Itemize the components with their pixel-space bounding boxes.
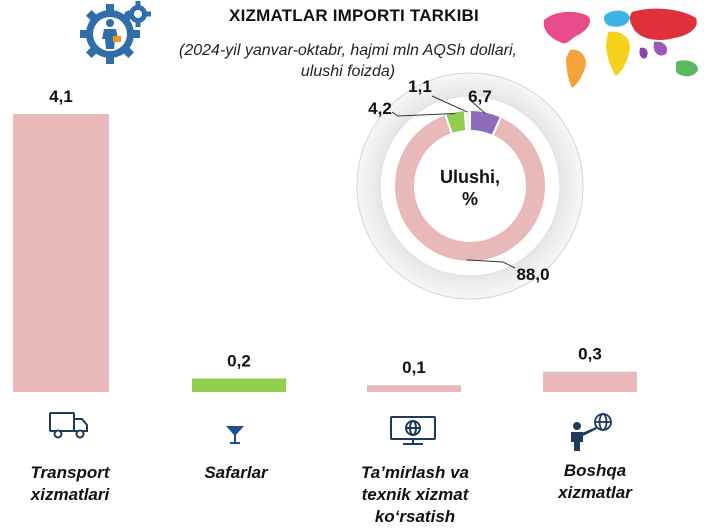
donut-center-line-2: %	[461, 189, 478, 209]
truck-icon	[49, 412, 88, 439]
category-label-boshqa: Boshqa xizmatlar	[535, 460, 655, 504]
category-label-safarlar: Safarlar	[176, 462, 296, 484]
bar-value-label-2: 0,2	[227, 351, 251, 370]
category-label-line: Safarlar	[204, 463, 268, 482]
donut-value-label-3: 1,1	[408, 77, 432, 96]
monitor-globe-icon	[390, 416, 436, 445]
donut-slice-1	[393, 112, 547, 263]
bar-1	[13, 114, 109, 392]
bar-value-label-4: 0,3	[578, 345, 602, 364]
world-map-icon	[543, 8, 698, 88]
category-label-line: Ta’mirlash va	[360, 463, 470, 482]
donut-leader-line-1	[466, 259, 516, 269]
cocktail-glass-icon	[226, 426, 244, 444]
chart-subtitle: (2024-yil yanvar-oktabr, hajmi mln AQSh …	[118, 40, 578, 82]
donut-center-label: Ulushi, %	[415, 166, 525, 210]
chart-title: XIZMATLAR IMPORTI TARKIBI	[229, 6, 479, 25]
category-label-line: xizmatlari	[30, 485, 110, 504]
category-label-line: xizmatlar	[558, 483, 632, 502]
category-label-line: Transport	[30, 463, 110, 482]
donut-value-label-4: 6,7	[468, 87, 492, 106]
bar-value-label-1: 4,1	[49, 87, 73, 106]
bar-4	[543, 371, 637, 392]
person-globe-icon	[571, 413, 612, 451]
donut-leader-line-4	[469, 99, 486, 115]
donut-center-line-1: Ulushi,	[439, 167, 500, 187]
subtitle-line-1: (2024-yil yanvar-oktabr, hajmi mln AQSh …	[179, 42, 517, 59]
category-label-transport: Transport xizmatlari	[6, 462, 134, 506]
donut-slice-3	[463, 108, 471, 133]
bar-value-label-3: 0,1	[402, 358, 426, 377]
bar-3	[367, 385, 461, 392]
donut-leader-line-3	[431, 95, 468, 113]
category-label-line: texnik xizmat	[361, 485, 469, 504]
category-label-line: ko‘rsatish	[374, 507, 456, 526]
donut-value-label-1: 88,0	[516, 265, 549, 284]
category-label-tamirlash: Ta’mirlash va texnik xizmat ko‘rsatish	[330, 462, 500, 528]
donut-value-label-2: 4,2	[368, 99, 392, 118]
category-label-line: Boshqa	[563, 461, 627, 480]
bar-2	[192, 378, 286, 392]
subtitle-line-2: ulushi foizda)	[300, 63, 396, 80]
gear-person-logo-icon	[80, 1, 151, 64]
donut-leader-line-2	[391, 111, 456, 117]
